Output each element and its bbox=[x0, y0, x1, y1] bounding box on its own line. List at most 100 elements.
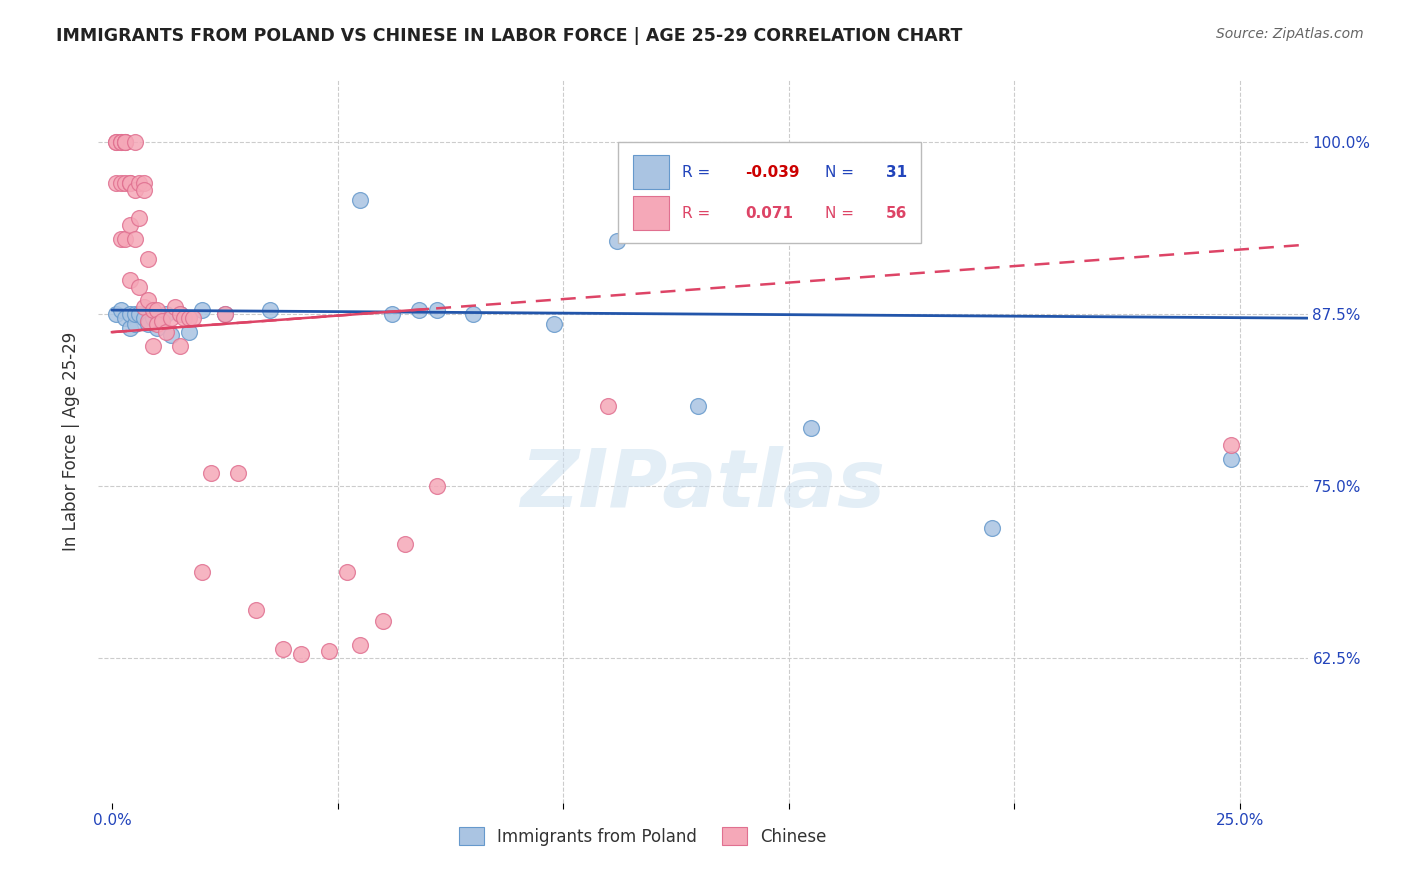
Point bbox=[259, 303, 281, 318]
Point bbox=[124, 231, 146, 245]
Point bbox=[688, 400, 710, 414]
Point bbox=[150, 314, 173, 328]
Point bbox=[124, 307, 146, 321]
Point bbox=[136, 314, 159, 328]
Point bbox=[226, 466, 249, 480]
Point bbox=[110, 231, 132, 245]
Point bbox=[169, 307, 191, 321]
Point bbox=[142, 303, 165, 318]
Point bbox=[159, 311, 181, 326]
Text: -0.039: -0.039 bbox=[745, 165, 800, 180]
Point bbox=[381, 307, 404, 321]
Point bbox=[245, 603, 267, 617]
Point bbox=[105, 177, 128, 191]
Text: R =: R = bbox=[682, 165, 710, 180]
Point bbox=[426, 303, 449, 318]
Point bbox=[214, 307, 236, 321]
Point bbox=[349, 193, 371, 207]
Point bbox=[371, 614, 394, 628]
Point bbox=[118, 177, 141, 191]
Point bbox=[155, 307, 177, 321]
Point bbox=[114, 135, 136, 149]
Point bbox=[290, 647, 312, 661]
Point bbox=[461, 307, 484, 321]
Point bbox=[146, 317, 169, 331]
Point bbox=[128, 211, 150, 225]
Point bbox=[349, 638, 371, 652]
Point bbox=[105, 307, 128, 321]
Legend: Immigrants from Poland, Chinese: Immigrants from Poland, Chinese bbox=[451, 821, 834, 852]
Text: R =: R = bbox=[682, 206, 710, 221]
Point bbox=[132, 177, 155, 191]
Point bbox=[110, 135, 132, 149]
Point bbox=[191, 303, 214, 318]
Point bbox=[132, 301, 155, 315]
Point bbox=[800, 421, 823, 435]
Point bbox=[169, 339, 191, 353]
Point bbox=[114, 135, 136, 149]
Text: 0.071: 0.071 bbox=[745, 206, 793, 221]
Text: 31: 31 bbox=[886, 165, 907, 180]
Point bbox=[1219, 438, 1241, 452]
Point bbox=[1219, 451, 1241, 466]
Point bbox=[159, 327, 181, 342]
Text: IMMIGRANTS FROM POLAND VS CHINESE IN LABOR FORCE | AGE 25-29 CORRELATION CHART: IMMIGRANTS FROM POLAND VS CHINESE IN LAB… bbox=[56, 27, 963, 45]
Point bbox=[142, 339, 165, 353]
Point bbox=[105, 135, 128, 149]
Point bbox=[114, 311, 136, 326]
Point bbox=[128, 177, 150, 191]
FancyBboxPatch shape bbox=[633, 196, 669, 230]
Point bbox=[318, 644, 340, 658]
Point bbox=[155, 325, 177, 339]
Point bbox=[146, 303, 169, 318]
Point bbox=[132, 311, 155, 326]
Text: Source: ZipAtlas.com: Source: ZipAtlas.com bbox=[1216, 27, 1364, 41]
Point bbox=[124, 135, 146, 149]
Point bbox=[136, 317, 159, 331]
Point bbox=[132, 183, 155, 197]
Text: N =: N = bbox=[825, 165, 853, 180]
Point bbox=[142, 311, 165, 326]
Point bbox=[124, 317, 146, 331]
Point bbox=[114, 177, 136, 191]
Point bbox=[114, 135, 136, 149]
Point bbox=[114, 231, 136, 245]
Point bbox=[118, 321, 141, 335]
Point bbox=[124, 183, 146, 197]
Point bbox=[606, 235, 628, 249]
Point bbox=[118, 273, 141, 287]
Point bbox=[128, 279, 150, 293]
FancyBboxPatch shape bbox=[619, 142, 921, 243]
Point bbox=[426, 479, 449, 493]
Point bbox=[118, 307, 141, 321]
Text: ZIPatlas: ZIPatlas bbox=[520, 446, 886, 524]
Point bbox=[165, 301, 187, 315]
Point bbox=[543, 317, 565, 331]
Point bbox=[150, 311, 173, 326]
Point bbox=[136, 293, 159, 308]
Point bbox=[128, 307, 150, 321]
Point bbox=[335, 565, 357, 579]
Point bbox=[177, 311, 200, 326]
Point bbox=[181, 311, 204, 326]
Point bbox=[191, 565, 214, 579]
Point bbox=[408, 303, 430, 318]
Point bbox=[173, 311, 195, 326]
Point bbox=[394, 537, 416, 551]
Text: N =: N = bbox=[825, 206, 853, 221]
Point bbox=[110, 303, 132, 318]
Point bbox=[177, 325, 200, 339]
Point bbox=[118, 177, 141, 191]
Point bbox=[110, 177, 132, 191]
Point bbox=[980, 520, 1002, 534]
Y-axis label: In Labor Force | Age 25-29: In Labor Force | Age 25-29 bbox=[62, 332, 80, 551]
Point bbox=[118, 218, 141, 232]
Point bbox=[169, 307, 191, 321]
Point bbox=[598, 400, 620, 414]
Point bbox=[110, 135, 132, 149]
Point bbox=[146, 321, 169, 335]
Point bbox=[136, 252, 159, 267]
Point bbox=[105, 135, 128, 149]
Text: 56: 56 bbox=[886, 206, 907, 221]
Point bbox=[273, 641, 295, 656]
